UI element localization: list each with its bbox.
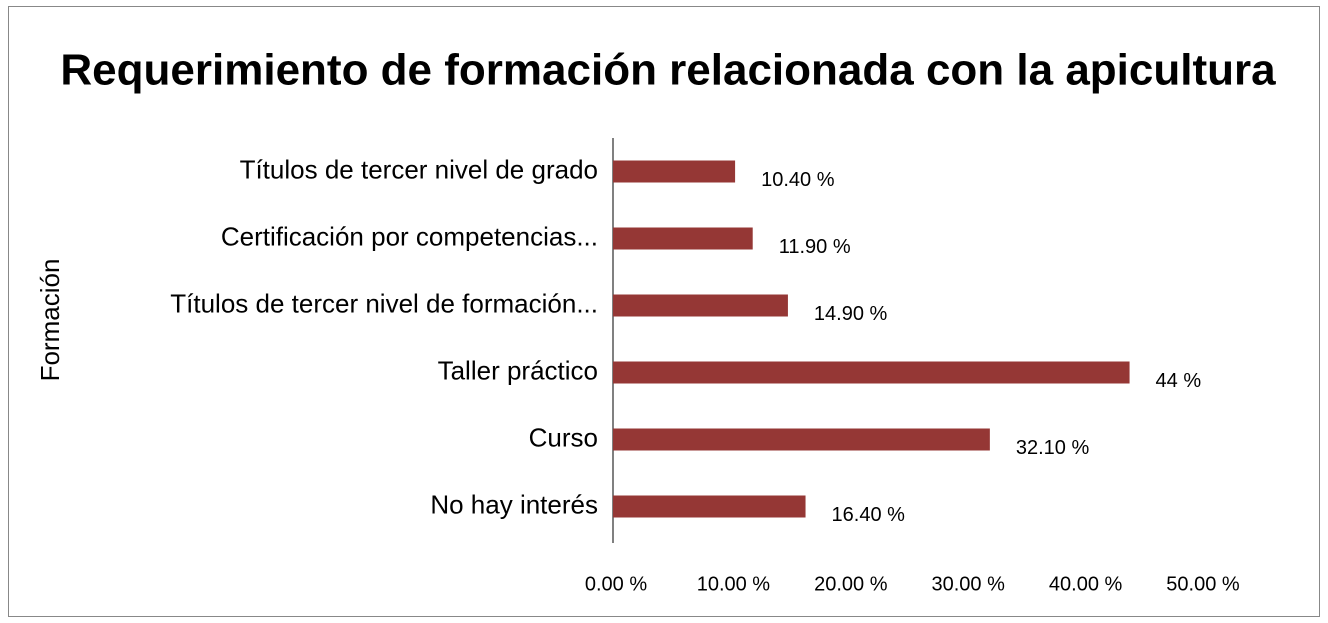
y-tick-label: Títulos de tercer nivel de formación... bbox=[170, 288, 598, 318]
y-tick-label: Taller práctico bbox=[438, 355, 598, 385]
value-label: 44 % bbox=[1156, 370, 1202, 392]
y-tick-label: Títulos de tercer nivel de grado bbox=[240, 154, 598, 184]
bar bbox=[613, 160, 736, 183]
value-label: 11.90 % bbox=[779, 236, 851, 258]
y-tick-label: Curso bbox=[529, 422, 598, 452]
x-tick-label: 40.00 % bbox=[1049, 573, 1123, 595]
x-tick-label: 20.00 % bbox=[814, 573, 888, 595]
value-label: 14.90 % bbox=[814, 303, 888, 325]
x-tick-label: 0.00 % bbox=[585, 573, 647, 595]
y-axis-label: Formación bbox=[35, 259, 65, 382]
bar bbox=[613, 361, 1130, 384]
y-tick-label: Certificación por competencias... bbox=[221, 221, 598, 251]
x-tick-label: 10.00 % bbox=[697, 573, 771, 595]
value-label: 16.40 % bbox=[832, 504, 906, 526]
value-label: 32.10 % bbox=[1016, 437, 1090, 459]
value-label: 10.40 % bbox=[761, 169, 835, 191]
bar bbox=[613, 428, 990, 451]
x-tick-label: 30.00 % bbox=[932, 573, 1006, 595]
chart-title: Requerimiento de formación relacionada c… bbox=[60, 46, 1276, 95]
bar bbox=[613, 495, 806, 518]
bar bbox=[613, 294, 788, 317]
y-tick-label: No hay interés bbox=[430, 489, 598, 519]
bar bbox=[613, 227, 753, 250]
x-tick-label: 50.00 % bbox=[1166, 573, 1240, 595]
